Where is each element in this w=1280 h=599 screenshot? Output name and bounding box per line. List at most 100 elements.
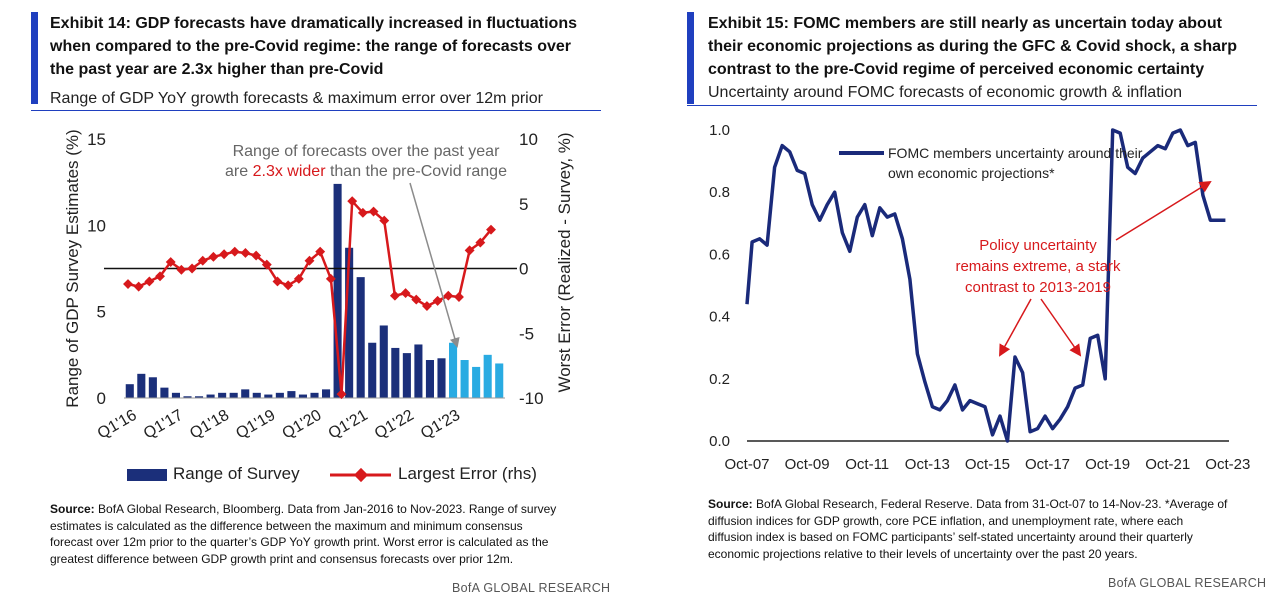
legend-label: own economic projections* — [888, 165, 1055, 181]
exhibit-title-line: Exhibit 14: GDP forecasts have dramatica… — [50, 15, 577, 32]
error-marker — [165, 257, 176, 267]
error-marker — [464, 245, 475, 256]
source-label: Source: — [50, 502, 95, 516]
error-marker — [325, 273, 336, 284]
bar — [472, 366, 481, 398]
y2-tick-label: -5 — [519, 324, 534, 343]
exhibit-accent-bar — [687, 12, 694, 104]
y2-tick-label: 10 — [519, 130, 538, 149]
bar — [252, 392, 261, 398]
bar — [218, 392, 227, 398]
x-tick-label: Oct-21 — [1145, 456, 1190, 473]
title-divider — [687, 105, 1257, 106]
exhibit-title: Exhibit 15: FOMC members are still nearl… — [708, 12, 1278, 81]
annotation-text-part: are — [225, 163, 253, 180]
error-marker — [411, 294, 422, 305]
annotation-text: are 2.3x wider than the pre-Covid range — [225, 163, 507, 180]
annotation-arrow — [1040, 298, 1082, 357]
source-text: economic projections relative to their l… — [708, 546, 1138, 561]
error-marker — [315, 246, 326, 257]
bar — [333, 183, 342, 398]
x-tick-label: Q1'17 — [141, 407, 186, 443]
error-marker — [219, 249, 230, 260]
source-label: Source: — [708, 497, 753, 511]
bar — [298, 394, 307, 398]
annotation-text-part: than the pre-Covid range — [326, 163, 508, 180]
error-marker — [261, 259, 272, 270]
bar — [310, 392, 319, 398]
annotation-arrow — [1115, 180, 1212, 241]
annotation-text: remains extreme, a stark — [955, 258, 1121, 275]
y-tick-label: 1.0 — [709, 122, 730, 139]
source-text: greatest difference between GDP growth p… — [50, 551, 514, 566]
bar — [368, 342, 377, 398]
x-tick-label: Oct-17 — [1025, 456, 1070, 473]
y-tick-label: 15 — [87, 130, 106, 149]
exhibit-title-line: their economic projections as during the… — [708, 38, 1237, 55]
exhibit-title-line: when compared to the pre-Covid regime: t… — [50, 38, 571, 55]
bar — [449, 342, 458, 398]
x-tick-label: Q1'18 — [187, 407, 232, 443]
annotation-highlight: 2.3x wider — [253, 163, 327, 180]
error-marker — [240, 248, 251, 258]
y-tick-label: 0.0 — [709, 433, 730, 450]
error-marker — [336, 389, 347, 400]
exhibit-title: Exhibit 14: GDP forecasts have dramatica… — [50, 12, 630, 81]
annotation-arrow — [409, 182, 460, 348]
error-marker — [133, 281, 144, 292]
bar — [264, 394, 273, 398]
exhibit-14-panel: Exhibit 14: GDP forecasts have dramatica… — [31, 12, 630, 595]
annotation-text: Policy uncertainty — [979, 237, 1097, 254]
legend-label: Range of Survey — [173, 464, 300, 483]
bar — [391, 347, 400, 398]
annotation-text: contrast to 2013-2019 — [965, 279, 1111, 296]
bar — [206, 394, 215, 398]
y2-tick-label: -10 — [519, 389, 544, 408]
error-marker — [197, 255, 208, 266]
error-marker — [389, 290, 400, 301]
x-tick-label: Oct-07 — [724, 456, 769, 473]
error-marker — [251, 250, 262, 261]
source-note: Source: BofA Global Research, Federal Re… — [708, 496, 1268, 562]
y-tick-label: 0.4 — [709, 309, 730, 326]
error-marker — [155, 271, 165, 282]
bar — [356, 277, 365, 398]
brand-label: BofA GLOBAL RESEARCH — [1108, 576, 1267, 590]
bar — [402, 353, 411, 398]
uncertainty-line — [745, 128, 1226, 443]
exhibit-accent-bar — [31, 12, 38, 104]
x-tick-label: Oct-23 — [1205, 456, 1250, 473]
x-tick-label: Q1'21 — [326, 407, 371, 443]
exhibit-subtitle: Uncertainty around FOMC forecasts of eco… — [708, 84, 1182, 101]
bar — [275, 392, 284, 398]
source-text: diffusion indices for GDP growth, core P… — [708, 513, 1184, 528]
x-tick-label: Q1'23 — [418, 407, 463, 443]
legend-label: FOMC members uncertainty around their — [888, 145, 1143, 161]
bar — [414, 344, 423, 398]
source-text: estimates is calculated as the differenc… — [50, 518, 523, 533]
annotation-arrow — [999, 298, 1032, 357]
source-text: forecast over 12m prior to the quarter’s… — [50, 535, 549, 549]
error-marker — [443, 290, 454, 301]
y-tick-label: 0.2 — [709, 371, 730, 388]
exhibit-15-panel: Exhibit 15: FOMC members are still nearl… — [640, 0, 1280, 599]
error-marker — [144, 276, 155, 287]
x-tick-label: Oct-15 — [965, 456, 1010, 473]
source-text: BofA Global Research, Federal Reserve. D… — [752, 497, 1228, 511]
bar — [125, 384, 134, 398]
error-marker — [454, 292, 464, 302]
y-tick-label: 5 — [97, 303, 106, 322]
y2-axis-title: Worst Error (Realized - Survey, %) — [555, 132, 574, 392]
x-tick-label: Q1'19 — [233, 407, 278, 443]
x-tick-label: Oct-13 — [905, 456, 950, 473]
source-text: BofA Global Research, Bloomberg. Data fr… — [94, 502, 557, 516]
error-marker — [176, 264, 187, 275]
fomc-uncertainty-chart: 0.0 0.2 0.4 0.6 0.8 1.0 Oct-07 Oct-09 Oct-11 Oct-… — [709, 122, 1250, 473]
y-axis-title: Range of GDP Survey Estimates (%) — [63, 129, 82, 407]
bar — [287, 391, 296, 398]
x-tick-label: Oct-11 — [845, 456, 889, 473]
error-marker — [187, 263, 198, 274]
y-tick-label: 10 — [87, 216, 106, 235]
exhibit-title-line: Exhibit 15: FOMC members are still nearl… — [708, 15, 1222, 32]
x-tick-label: Q1'16 — [95, 407, 140, 443]
